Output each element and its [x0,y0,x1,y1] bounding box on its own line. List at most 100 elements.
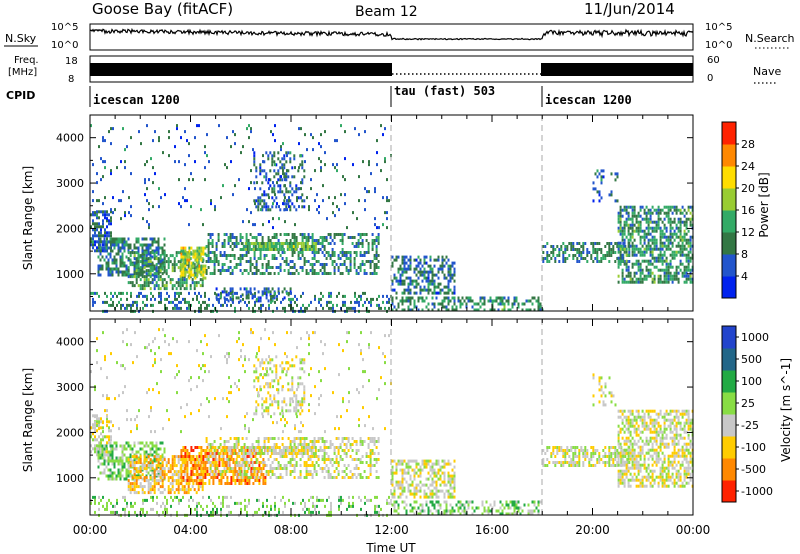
range-cell [645,268,648,272]
range-cell [252,482,255,485]
range-cell [237,452,240,455]
range-cell [653,259,656,263]
range-cell [135,467,138,471]
range-cell [139,458,142,462]
range-cell [578,260,581,263]
range-cell [188,273,191,277]
range-cell [376,297,378,301]
range-cell [161,251,164,255]
range-cell [90,426,92,430]
range-cell [285,172,288,176]
range-cell [667,217,670,221]
range-cell [401,296,404,300]
range-cell [204,294,206,298]
range-cell [129,485,132,489]
range-cell [304,248,307,251]
range-cell [453,291,456,295]
range-cell [111,243,114,247]
range-cell [149,450,152,454]
range-cell [126,303,128,307]
range-cell [188,455,191,458]
range-cell [143,450,146,454]
range-cell [537,302,540,306]
range-cell [129,458,132,462]
range-cell [139,441,142,445]
range-cell [257,449,260,452]
range-cell [421,288,424,292]
range-cell [102,213,104,217]
range-cell [188,458,191,461]
range-cell [200,470,203,473]
range-cell [145,257,148,261]
range-cell [151,261,154,265]
range-cell [207,251,210,254]
range-cell [375,263,378,266]
range-cell [675,226,678,230]
range-cell [107,252,110,256]
range-cell [265,202,268,206]
range-cell [253,287,256,291]
range-cell [198,249,201,253]
range-cell [689,274,692,278]
range-cell [501,296,504,300]
range-cell [617,211,620,215]
range-cell [669,247,672,251]
range-cell [281,437,284,440]
range-cell [286,199,288,203]
range-cell [312,248,315,251]
range-cell [397,279,400,283]
range-cell [657,205,660,209]
range-cell [281,166,284,170]
range-cell [546,251,549,254]
range-cell [298,205,300,209]
range-cell [667,268,670,272]
range-cell [284,306,286,310]
range-cell [625,274,628,278]
range-cell [619,208,622,212]
range-cell [268,306,270,310]
range-cell [202,482,205,485]
range-cell [204,270,207,274]
range-cell [619,247,622,251]
range-cell [90,240,92,244]
range-cell [283,464,286,467]
range-cell [193,287,196,291]
range-cell [227,440,230,443]
range-cell [255,467,258,470]
range-cell [267,458,270,461]
range-cell [177,491,180,495]
range-cell [311,464,314,467]
range-cell [100,432,102,436]
range-cell [621,277,624,281]
range-cell [286,208,288,212]
range-cell [269,266,272,269]
range-cell [269,184,272,188]
range-cell [197,476,200,480]
range-cell [657,217,660,221]
range-cell [689,250,692,254]
range-cell [179,278,182,282]
range-cell [238,473,241,476]
range-cell [445,305,448,309]
range-cell [315,239,318,242]
range-cell [309,440,312,443]
range-cell [231,470,234,473]
range-cell [651,211,654,215]
range-cell [229,239,232,242]
range-cell [281,163,284,167]
range-cell [152,139,154,143]
range-cell [106,435,108,439]
range-cell [96,240,98,244]
range-cell [580,251,583,254]
range-cell [234,184,236,188]
range-cell [241,437,244,440]
range-cell [289,151,292,155]
range-cell [159,264,162,268]
range-cell [119,240,122,244]
range-cell [263,254,266,257]
range-cell [659,268,662,272]
range-cell [343,254,346,257]
range-cell [447,288,450,292]
range-cell [633,250,636,254]
range-cell [215,449,218,452]
